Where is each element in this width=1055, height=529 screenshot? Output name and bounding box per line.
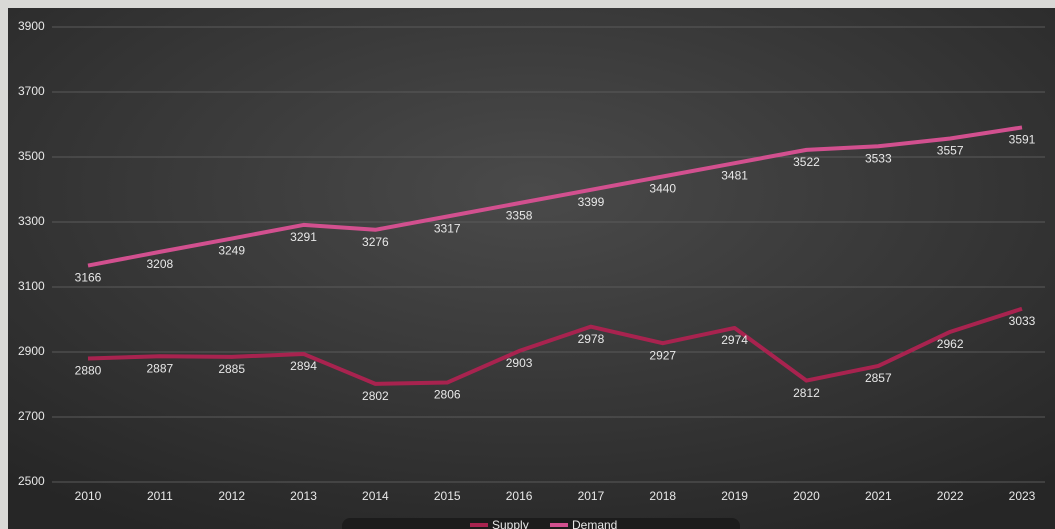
x-tick-label: 2023 xyxy=(1009,489,1036,503)
data-label: 2978 xyxy=(578,332,605,346)
data-label: 3166 xyxy=(75,271,102,285)
x-tick-label: 2022 xyxy=(937,489,964,503)
data-label: 2885 xyxy=(218,362,245,376)
data-label: 3557 xyxy=(937,144,964,158)
data-label: 3399 xyxy=(578,195,605,209)
data-label: 2880 xyxy=(75,364,102,378)
data-label: 2812 xyxy=(793,386,820,400)
y-tick-label: 3300 xyxy=(18,214,45,228)
x-tick-label: 2010 xyxy=(75,489,102,503)
data-label: 3591 xyxy=(1009,133,1036,147)
data-label: 3317 xyxy=(434,222,461,236)
data-label: 2806 xyxy=(434,388,461,402)
legend-label: Demand xyxy=(572,518,617,529)
x-tick-label: 2016 xyxy=(506,489,533,503)
x-tick-label: 2011 xyxy=(147,489,173,503)
y-tick-label: 2700 xyxy=(18,409,45,423)
data-label: 3440 xyxy=(649,182,676,196)
data-label: 3249 xyxy=(218,244,245,258)
series-line xyxy=(87,306,1023,386)
y-tick-label: 3100 xyxy=(18,279,45,293)
legend-box xyxy=(342,518,740,529)
x-tick-label: 2021 xyxy=(865,489,892,503)
x-tick-label: 2020 xyxy=(793,489,820,503)
y-tick-label: 3900 xyxy=(18,19,45,33)
x-tick-label: 2013 xyxy=(290,489,317,503)
data-label: 2927 xyxy=(649,348,676,362)
data-label: 2887 xyxy=(146,361,173,375)
series-line xyxy=(87,125,1023,268)
data-label: 3358 xyxy=(506,208,533,222)
data-label: 2962 xyxy=(937,337,964,351)
chart-background xyxy=(8,8,1055,529)
x-tick-label: 2014 xyxy=(362,489,389,503)
x-tick-label: 2019 xyxy=(721,489,748,503)
data-label: 2802 xyxy=(362,389,389,403)
y-tick-label: 3500 xyxy=(18,149,45,163)
data-label: 2974 xyxy=(721,333,748,347)
data-label: 3481 xyxy=(721,168,748,182)
x-tick-label: 2015 xyxy=(434,489,461,503)
y-tick-label: 2900 xyxy=(18,344,45,358)
x-tick-label: 2018 xyxy=(649,489,676,503)
legend-label: Supply xyxy=(492,518,529,529)
data-label: 2903 xyxy=(506,356,533,370)
x-tick-label: 2017 xyxy=(578,489,605,503)
data-label: 3533 xyxy=(865,151,892,165)
data-label: 2894 xyxy=(290,359,317,373)
x-tick-label: 2012 xyxy=(218,489,245,503)
y-tick-label: 2500 xyxy=(18,474,45,488)
data-label: 3291 xyxy=(290,230,317,244)
y-tick-label: 3700 xyxy=(18,84,45,98)
data-label: 3276 xyxy=(362,235,389,249)
data-label: 3033 xyxy=(1009,314,1036,328)
data-label: 2857 xyxy=(865,371,892,385)
data-label: 3208 xyxy=(146,257,173,271)
data-label: 3522 xyxy=(793,155,820,169)
